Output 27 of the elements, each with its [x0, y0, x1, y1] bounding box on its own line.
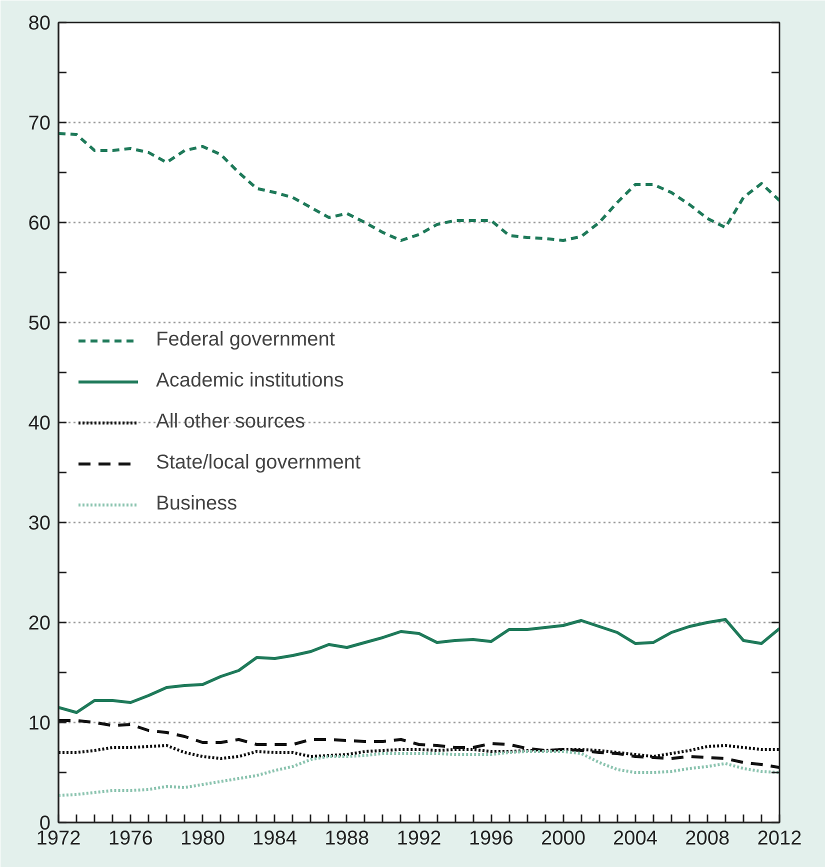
legend-label: State/local government	[156, 452, 361, 474]
x-tick-label: 1988	[324, 828, 370, 850]
line-series	[58, 719, 780, 769]
legend-label: Business	[156, 492, 238, 516]
x-tick-label: 1976	[108, 828, 153, 850]
x-tick-label: 1980	[180, 828, 225, 850]
y-tick-label: 30	[28, 512, 51, 534]
y-tick-label: 20	[28, 612, 51, 634]
legend-label: Academic institutions	[156, 370, 344, 392]
y-tick-label: 10	[28, 712, 51, 734]
x-tick-label: 1984	[252, 828, 298, 850]
x-tick-label: 2000	[540, 828, 586, 850]
x-tick-label: 1996	[468, 828, 514, 850]
y-tick-label: 40	[28, 412, 51, 434]
y-tick-label: 80	[28, 12, 51, 34]
legend-label: All other sources	[156, 410, 305, 434]
y-tick-label: 50	[28, 312, 51, 334]
y-tick-label: 70	[28, 112, 51, 134]
y-tick-label: 60	[28, 212, 51, 234]
x-tick-label: 2008	[685, 828, 730, 850]
x-tick-label: 2012	[757, 828, 802, 850]
x-tick-label: 2004	[613, 828, 658, 850]
x-tick-label: 1992	[396, 828, 442, 850]
line-series	[58, 132, 780, 242]
line-series	[58, 618, 780, 714]
line-series	[58, 750, 780, 797]
legend-label: Federal government	[156, 328, 335, 352]
